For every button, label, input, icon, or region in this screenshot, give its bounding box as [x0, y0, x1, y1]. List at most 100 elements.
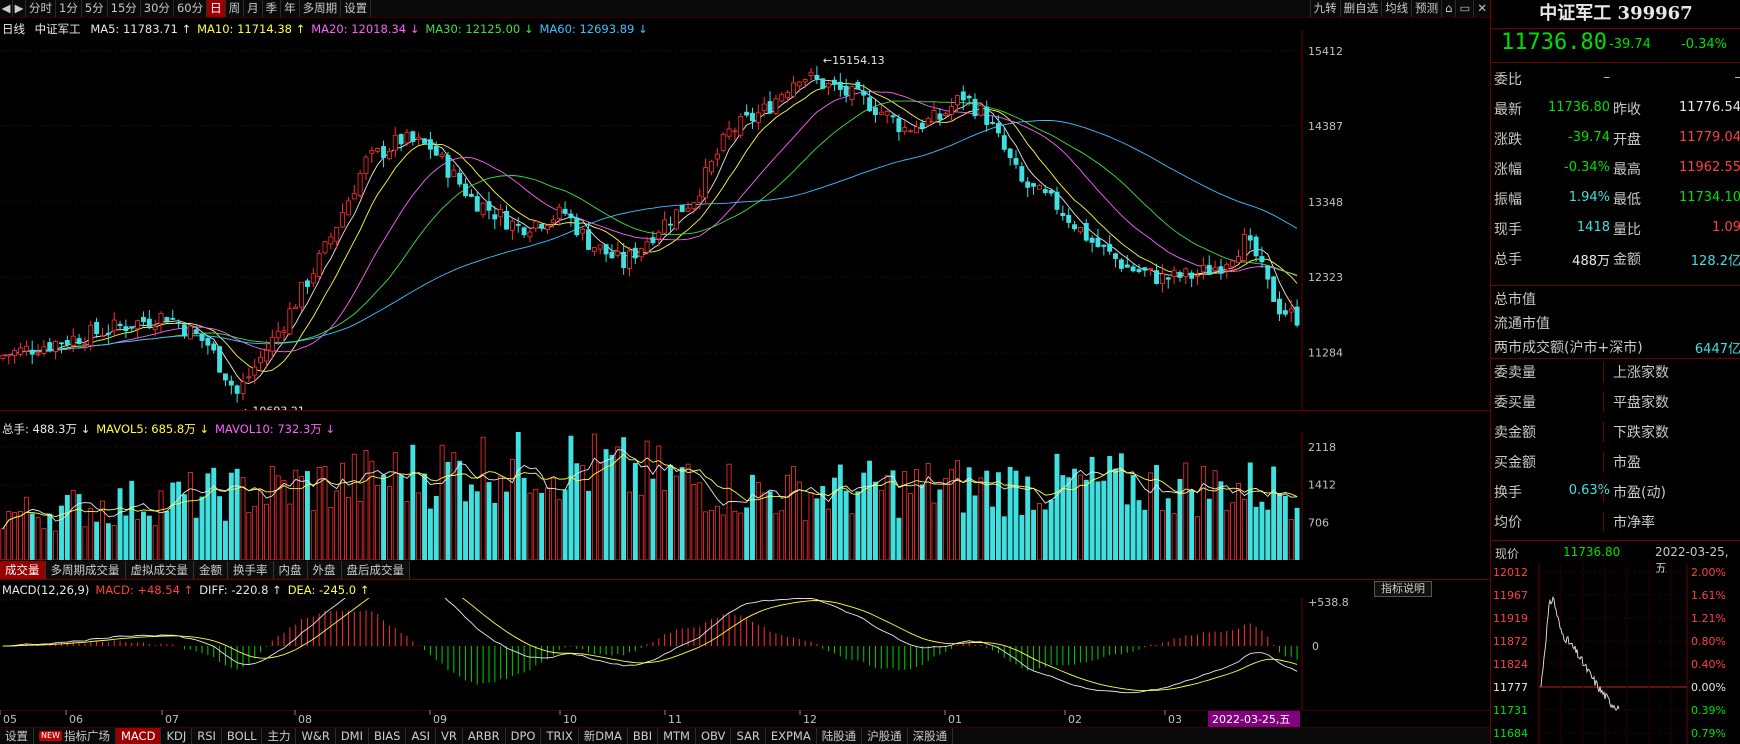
- period-tab[interactable]: 分时: [26, 0, 56, 17]
- volume-bar: [703, 511, 709, 560]
- candle-body: [246, 376, 252, 379]
- volume-bar: [410, 444, 416, 560]
- candle-body: [375, 148, 381, 152]
- volume-bar: [381, 474, 387, 560]
- candle-body: [328, 236, 334, 245]
- period-tab[interactable]: 季: [263, 0, 282, 17]
- indicator-tab[interactable]: NEW 指标广场: [34, 728, 116, 744]
- volume-bar: [990, 506, 996, 560]
- period-tab[interactable]: 60分: [174, 0, 208, 17]
- volume-bar: [1095, 481, 1101, 560]
- volume-bar: [615, 446, 621, 560]
- indicator-tab[interactable]: KDJ: [161, 728, 193, 744]
- volume-bar: [954, 460, 960, 560]
- column-separator: [1603, 482, 1604, 502]
- indicator-tab[interactable]: DPO: [506, 728, 542, 744]
- period-tab[interactable]: 30分: [141, 0, 174, 17]
- candle-body: [1142, 267, 1148, 271]
- indicator-tab[interactable]: DMI: [336, 728, 369, 744]
- lock-icon[interactable]: ⌂: [1441, 0, 1455, 17]
- volume-tab[interactable]: 换手率: [228, 561, 274, 579]
- indicator-tab[interactable]: BOLL: [222, 728, 263, 744]
- indicator-tab[interactable]: SAR: [731, 728, 766, 744]
- candle-body: [568, 213, 574, 219]
- volume-tab[interactable]: 内盘: [273, 561, 308, 579]
- volume-tab[interactable]: 虚拟成交量: [125, 561, 194, 579]
- indicator-tab[interactable]: BBI: [628, 728, 659, 744]
- indicator-tab[interactable]: OBV: [696, 728, 732, 744]
- period-tab[interactable]: 年: [281, 0, 300, 17]
- indicator-tab[interactable]: TRIX: [541, 728, 579, 744]
- volume-chart[interactable]: 2118 1412 706: [0, 432, 1490, 560]
- indicator-tab[interactable]: ASI: [406, 728, 437, 744]
- period-tab[interactable]: 日: [207, 0, 226, 17]
- tool-button[interactable]: 删自选: [1339, 0, 1382, 17]
- price-tick: 13348: [1308, 196, 1343, 209]
- period-tab[interactable]: 周: [226, 0, 245, 17]
- volume-bar: [791, 466, 796, 560]
- volume-bar: [146, 515, 152, 560]
- indicator-tab[interactable]: 深股通: [908, 728, 954, 744]
- indicator-tab[interactable]: 沪股通: [862, 728, 908, 744]
- indicator-tab[interactable]: 新DMA: [579, 728, 628, 744]
- volume-bar: [64, 494, 70, 560]
- month-label: 07: [165, 713, 179, 726]
- volume-tab[interactable]: 成交量: [0, 561, 46, 579]
- volume-tab[interactable]: 外盘: [307, 561, 342, 579]
- period-tab[interactable]: 月: [244, 0, 263, 17]
- period-tab[interactable]: 1分: [56, 0, 82, 17]
- period-tab[interactable]: 多周期: [300, 0, 342, 17]
- indicator-tab[interactable]: MACD: [115, 728, 162, 744]
- volume-tab[interactable]: 盘后成交量: [341, 561, 410, 579]
- ma20-line: [2, 91, 1298, 356]
- candle-body: [925, 117, 931, 126]
- volume-bar: [539, 492, 545, 560]
- volume-tab[interactable]: 多周期成交量: [45, 561, 126, 579]
- stat-label: 平盘家数: [1613, 395, 1669, 411]
- quote-row: 涨幅 -0.34% 最高 11962.55: [1491, 153, 1740, 183]
- candle-body: [954, 95, 960, 106]
- stat-label: 委卖量: [1494, 365, 1536, 381]
- indicator-tab-label: MACD: [120, 729, 156, 743]
- indicator-tab[interactable]: 设置: [0, 728, 34, 744]
- tool-button[interactable]: 预测: [1411, 0, 1441, 17]
- volume-bar: [697, 482, 703, 560]
- stat-value: 11776.54: [1678, 100, 1740, 115]
- close-icon[interactable]: ✕: [1473, 0, 1490, 17]
- indicator-tab[interactable]: EXPMA: [766, 728, 817, 744]
- volume-bar: [6, 511, 12, 560]
- candle-body: [53, 341, 59, 352]
- candle-body: [515, 223, 521, 226]
- next-arrow-icon[interactable]: ▶: [13, 0, 26, 17]
- period-tab[interactable]: 设置: [341, 0, 372, 17]
- macd-chart[interactable]: +538.8 0: [0, 598, 1490, 710]
- stat-value: 11736.80: [1547, 100, 1610, 115]
- volume-value: 总手: 488.3万 ↓: [2, 422, 91, 436]
- period-tab[interactable]: 5分: [82, 0, 108, 17]
- restore-icon[interactable]: ▭: [1455, 0, 1473, 17]
- candle-body: [550, 219, 556, 224]
- order-row: 委买量 平盘家数: [1491, 386, 1740, 416]
- indicator-tab[interactable]: RSI: [192, 728, 222, 744]
- prev-arrow-icon[interactable]: ◀: [0, 0, 13, 17]
- volume-bar: [398, 475, 404, 560]
- tool-button[interactable]: 九转: [1309, 0, 1340, 17]
- indicator-tab[interactable]: 主力: [262, 728, 297, 744]
- indicator-tab[interactable]: BIAS: [369, 728, 407, 744]
- intraday-mini-chart[interactable]: 12012 2.00% 11967 1.61% 11919 1.21% 11872 0.80%…: [1491, 564, 1740, 744]
- indicator-tab[interactable]: 陆股通: [817, 728, 863, 744]
- tool-button[interactable]: 均线: [1381, 0, 1411, 17]
- divider: [0, 410, 1490, 411]
- indicator-tab[interactable]: ARBR: [463, 728, 506, 744]
- candle-body: [913, 126, 919, 134]
- indicator-tab[interactable]: MTM: [658, 728, 696, 744]
- mini-price-tick: 11731: [1493, 704, 1528, 717]
- new-badge: NEW: [39, 731, 62, 741]
- volume-bar: [18, 511, 23, 560]
- indicator-tab[interactable]: W&R: [296, 728, 336, 744]
- candlestick-chart[interactable]: 15412 14387 13348 12323 11284 ←15154.13 ←10693…: [0, 30, 1490, 410]
- indicator-tab[interactable]: VR: [436, 728, 463, 744]
- indicator-help-button[interactable]: 指标说明: [1374, 581, 1432, 597]
- period-tab[interactable]: 15分: [108, 0, 141, 17]
- volume-tab[interactable]: 金额: [194, 561, 228, 579]
